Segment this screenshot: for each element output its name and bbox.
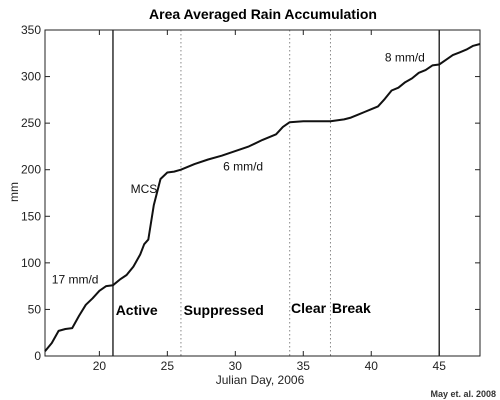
y-tick-label: 100 [21, 256, 41, 270]
y-tick-label: 150 [21, 209, 41, 223]
y-tick-label: 50 [28, 302, 42, 316]
phase-label-2: Clear [291, 300, 327, 316]
y-tick-label: 250 [21, 116, 41, 130]
annotation-0: 17 mm/d [52, 272, 99, 286]
credit-text: May et. al. 2008 [430, 389, 496, 399]
y-tick-label: 0 [34, 349, 41, 363]
chart-title: Area Averaged Rain Accumulation [149, 6, 377, 22]
plot-area: 20 25 30 35 40 45 0 50 100 150 200 250 300 350 17 mm/d… [21, 23, 481, 373]
axes-frame [44, 29, 481, 357]
annotation-3: 8 mm/d [385, 51, 425, 65]
y-tick-label: 200 [21, 163, 41, 177]
phase-label-0: Active [116, 302, 158, 318]
rain-accumulation-line-0 [44, 43, 481, 352]
y-tick-label: 350 [21, 23, 41, 37]
x-tick-label: 45 [433, 359, 447, 373]
x-axis-label: Julian Day, 2006 [216, 373, 305, 387]
phase-label-3: Break [332, 300, 371, 316]
x-tick-label: 40 [365, 359, 379, 373]
y-axis-label: mm [7, 182, 21, 202]
x-tick-label: 25 [161, 359, 175, 373]
x-tick-label: 20 [93, 359, 107, 373]
annotation-2: 6 mm/d [223, 160, 263, 174]
y-tick-label: 300 [21, 70, 41, 84]
x-tick-label: 35 [297, 359, 311, 373]
annotation-1: MCS [131, 182, 158, 196]
x-tick-label: 30 [229, 359, 243, 373]
phase-label-1: Suppressed [184, 302, 264, 318]
